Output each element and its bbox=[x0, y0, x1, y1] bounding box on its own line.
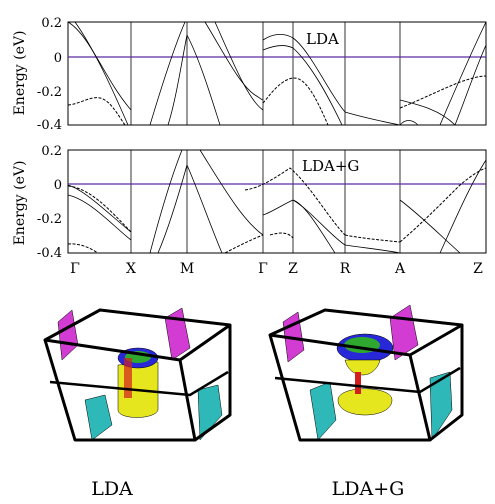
band-panel-lda: 0.2 0 -0.2 -0.4 LDA Energy (eV) bbox=[12, 16, 487, 133]
kpoint-label: X bbox=[126, 261, 136, 277]
kpoint-label: Γ bbox=[258, 261, 268, 277]
kpoint-label: R bbox=[340, 261, 351, 277]
ytick-label: -0.4 bbox=[37, 246, 62, 261]
ytick-label: -0.2 bbox=[37, 85, 62, 100]
fermi-surface-caption: LDA bbox=[91, 478, 133, 500]
kpoint-label: Z bbox=[288, 261, 298, 277]
kpoint-label: A bbox=[394, 261, 406, 277]
fermi-surface-lda-g: LDA+G bbox=[268, 304, 464, 500]
panel-label: LDA bbox=[306, 30, 339, 48]
ytick-label: -0.2 bbox=[37, 212, 62, 227]
y-axis-label: Energy (eV) bbox=[12, 161, 28, 246]
kpoint-label: Z bbox=[473, 261, 483, 277]
ytick-label: -0.4 bbox=[37, 118, 62, 133]
y-axis-label: Energy (eV) bbox=[12, 31, 28, 116]
fermi-surface-caption: LDA+G bbox=[332, 478, 405, 500]
kpoint-label: M bbox=[180, 261, 194, 277]
panel-label: LDA+G bbox=[302, 157, 359, 175]
ytick-label: 0.2 bbox=[41, 16, 62, 31]
fermi-surface-lda: LDA bbox=[43, 307, 232, 500]
ytick-label: 0 bbox=[54, 51, 62, 66]
panel-frame bbox=[67, 149, 487, 254]
ytick-label: 0 bbox=[54, 178, 62, 193]
kpath-labels: Γ X M Γ Z R A Z bbox=[70, 261, 483, 277]
panel-frame bbox=[67, 21, 487, 126]
band-panel-lda-g: 0.2 0 -0.2 -0.4 LDA+G Energy (eV) bbox=[12, 144, 487, 261]
kpoint-label: Γ bbox=[70, 261, 80, 277]
ytick-label: 0.2 bbox=[41, 144, 62, 159]
